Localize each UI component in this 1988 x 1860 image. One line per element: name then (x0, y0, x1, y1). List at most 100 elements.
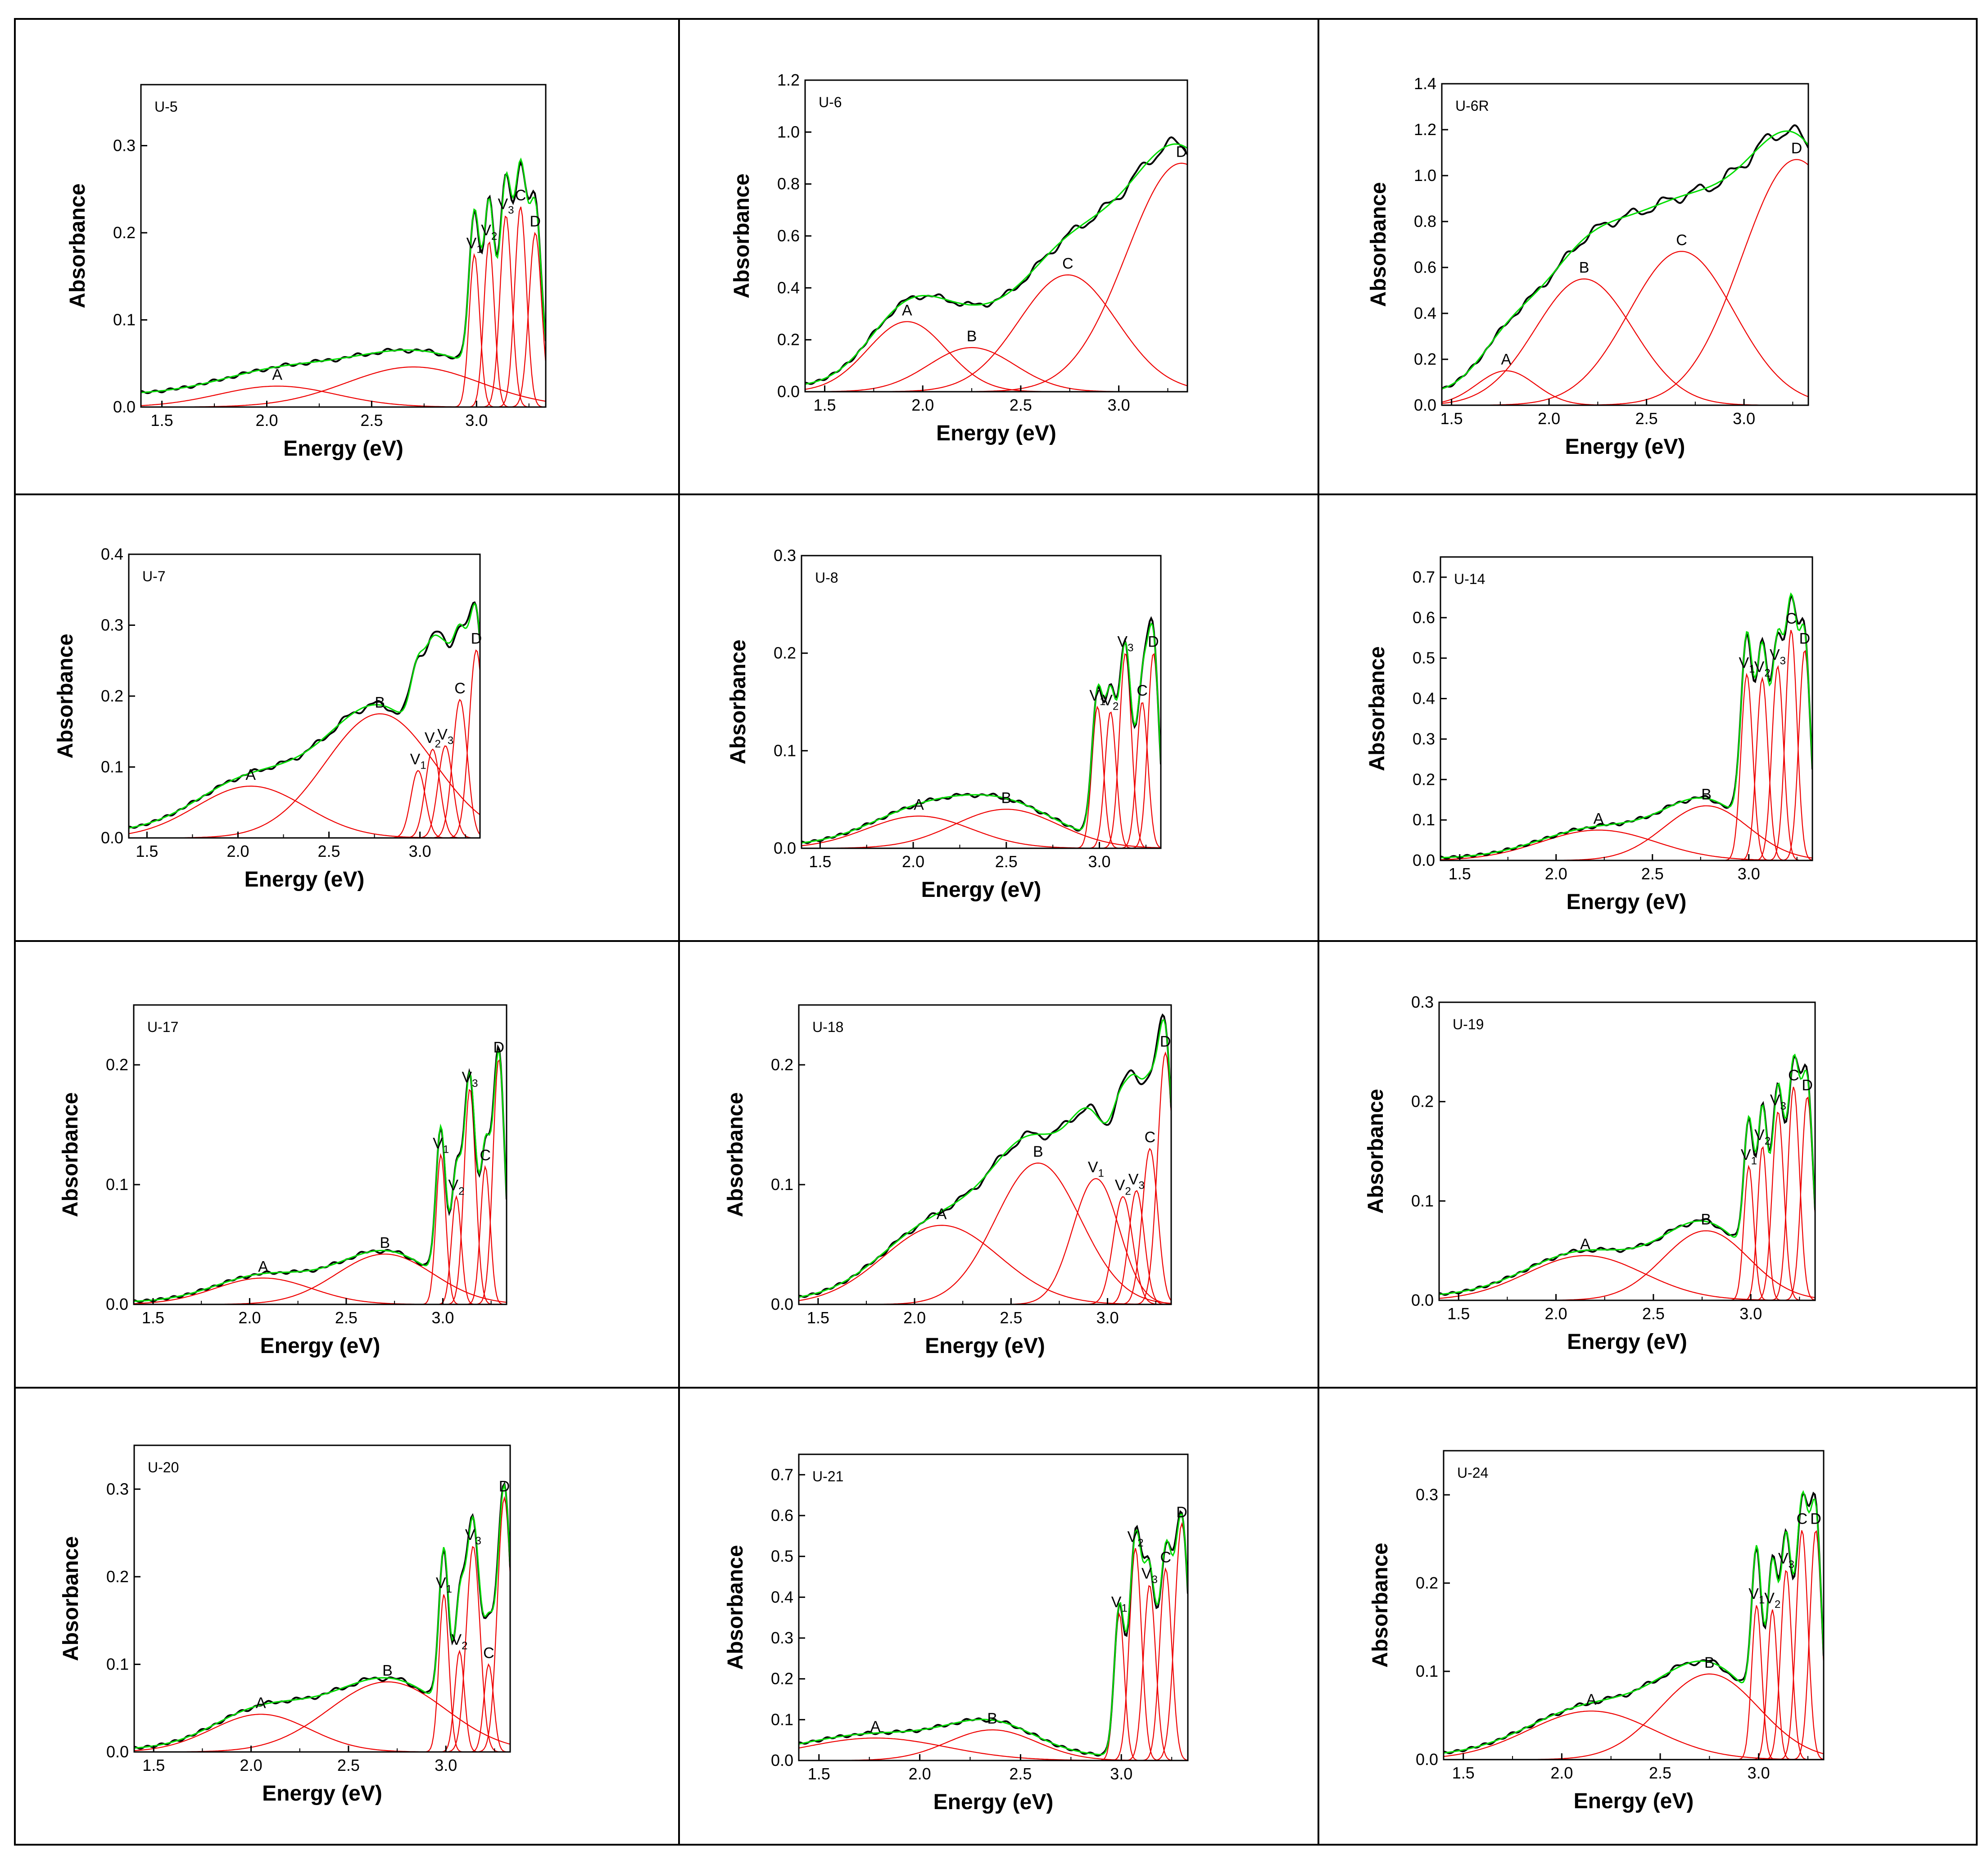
component-curve-v1 (1439, 1164, 1815, 1300)
peak-label-b: B (382, 1662, 393, 1679)
y-tick-label: 0.1 (771, 1175, 793, 1194)
chart-panel-u-20: 1.5 2.0 2.5 3.0 0.0 0.1 0.2 0.3 Energy (eV) Absor… (59, 1444, 511, 1806)
x-tick-label: 3.0 (1088, 852, 1111, 871)
x-tick-label: 2.5 (318, 842, 340, 860)
component-curve-v2 (1439, 1146, 1815, 1300)
panel-label: U-5 (154, 99, 178, 115)
plot-area (141, 157, 546, 407)
peak-label-c: C (1786, 610, 1797, 627)
y-tick-label: 0.2 (106, 1055, 128, 1074)
component-curve-b (1444, 1673, 1824, 1760)
y-axis-title: Absorbance (724, 1092, 747, 1217)
peak-label-d: D (1791, 140, 1802, 157)
x-axis-title: Energy (eV) (933, 1790, 1054, 1814)
y-axis-title: Absorbance (59, 1092, 82, 1217)
peak-label-a: A (272, 367, 282, 384)
x-tick-label: 1.5 (1452, 1764, 1475, 1782)
x-tick-label: 2.5 (1010, 396, 1032, 414)
panel-label: U-21 (812, 1468, 843, 1484)
peak-label-b: B (1704, 1654, 1715, 1671)
plot-frame (133, 1004, 507, 1305)
x-tick-label: 2.5 (1009, 1765, 1032, 1783)
peak-label-subscript: 2 (435, 738, 441, 750)
y-tick-label: 0.8 (777, 175, 800, 193)
x-tick-label: 3.0 (1739, 1304, 1762, 1323)
plot-frame (1441, 83, 1809, 406)
x-tick-label: 1.5 (1440, 409, 1463, 428)
chart-panel-u-8: 1.5 2.0 2.5 3.0 0.0 0.1 0.2 0.3 Energy (eV) Absor… (726, 546, 1162, 902)
panel-label: U-20 (148, 1459, 179, 1475)
peak-label-subscript: 1 (1751, 1155, 1757, 1167)
y-tick-label: 0.4 (101, 545, 123, 563)
peak-label-b: B (1701, 786, 1712, 803)
component-curve-b (802, 809, 1161, 848)
x-tick-label: 2.0 (1550, 1764, 1573, 1782)
x-tick-label: 2.0 (238, 1308, 261, 1327)
x-axis-title: Energy (eV) (1565, 435, 1685, 459)
peak-label-c: C (515, 187, 526, 204)
chart-panel-u-18: 1.5 2.0 2.5 3.0 0.0 0.1 0.2 Energy (eV) Absorban… (724, 1004, 1172, 1358)
x-tick-label: 3.0 (409, 842, 431, 860)
peak-label-a: A (245, 766, 256, 783)
x-axis-title: Energy (eV) (936, 421, 1056, 445)
peak-label-subscript: 3 (448, 734, 453, 747)
x-axis-title: Energy (eV) (262, 1782, 382, 1806)
y-axis-title: Absorbance (1367, 182, 1390, 307)
y-tick-label: 0.6 (1413, 608, 1435, 627)
y-tick-label: 0.0 (777, 382, 800, 401)
peak-label-subscript: 3 (1128, 642, 1133, 654)
plot-area (1439, 1053, 1815, 1300)
peak-label-d: D (1176, 1504, 1187, 1521)
x-tick-label: 2.0 (903, 1308, 926, 1327)
component-curve-v1 (129, 770, 480, 838)
y-axis-title: Absorbance (66, 183, 90, 308)
x-axis-title: Energy (eV) (925, 1334, 1045, 1358)
figure-outer-border (14, 18, 1978, 1846)
y-tick-label: 0.3 (774, 546, 796, 565)
peak-label-b: B (987, 1710, 997, 1727)
chart-panel-u-6r: 1.5 2.0 2.5 3.0 0.0 0.2 0.4 0.6 0.8 1.0 1.2 1.4 Ener… (1367, 74, 1809, 459)
x-axis-title: Energy (eV) (1567, 1330, 1687, 1354)
peak-label-subscript: 3 (1789, 1559, 1794, 1571)
y-tick-label: 1.0 (777, 122, 800, 141)
plot-frame (140, 84, 547, 408)
y-tick-label: 0.2 (1411, 1092, 1434, 1111)
panel-label: U-8 (815, 570, 838, 586)
chart-panels: 1.5 2.0 2.5 3.0 0.0 0.1 0.2 0.3 Energy (eV) Absor… (54, 71, 1825, 1814)
x-axis-title: Energy (eV) (260, 1334, 380, 1358)
y-tick-label: 0.1 (113, 310, 136, 329)
chart-panel-u-21: 1.5 2.0 2.5 3.0 0.0 0.1 0.2 0.3 0.4 0.5 0.6 0.7 Ener… (724, 1453, 1189, 1814)
peak-label-subscript: 1 (1121, 1602, 1127, 1615)
y-tick-label: 0.3 (1411, 993, 1434, 1011)
y-axis-title: Absorbance (1368, 1543, 1392, 1667)
x-tick-label: 3.0 (431, 1308, 454, 1327)
chart-panel-u-17: 1.5 2.0 2.5 3.0 0.0 0.1 0.2 Energy (eV) Absorban… (59, 1004, 507, 1358)
peak-label-subscript: 1 (1749, 663, 1755, 675)
peak-label-subscript: 2 (491, 230, 497, 242)
y-tick-label: 1.4 (1414, 74, 1436, 93)
peak-label-d: D (1148, 634, 1159, 651)
x-tick-label: 2.5 (337, 1756, 360, 1774)
y-tick-label: 0.2 (113, 223, 136, 242)
plot-area (1440, 592, 1812, 860)
component-curve-v2 (1444, 1609, 1824, 1760)
x-tick-label: 2.0 (911, 396, 934, 414)
component-curve-v2 (1440, 676, 1812, 860)
peak-label-b: B (1579, 259, 1589, 276)
peak-label-subscript: 1 (1759, 1594, 1765, 1606)
peak-label-b: B (375, 694, 385, 711)
x-tick-label: 1.5 (142, 1308, 164, 1327)
peak-label-a: A (937, 1205, 947, 1222)
y-tick-label: 0.1 (101, 758, 123, 776)
x-tick-label: 1.5 (814, 396, 836, 414)
y-tick-label: 0.1 (774, 741, 796, 760)
component-curve-d (805, 163, 1187, 392)
y-tick-label: 0.7 (771, 1465, 793, 1484)
y-tick-label: 0.2 (771, 1055, 793, 1074)
y-tick-label: 0.6 (771, 1506, 793, 1525)
x-tick-label: 1.5 (809, 852, 831, 871)
peak-label-c: C (1160, 1549, 1171, 1566)
peak-label-a: A (258, 1258, 268, 1275)
component-curve-v2 (134, 1649, 510, 1752)
peak-label-d: D (494, 1039, 505, 1056)
